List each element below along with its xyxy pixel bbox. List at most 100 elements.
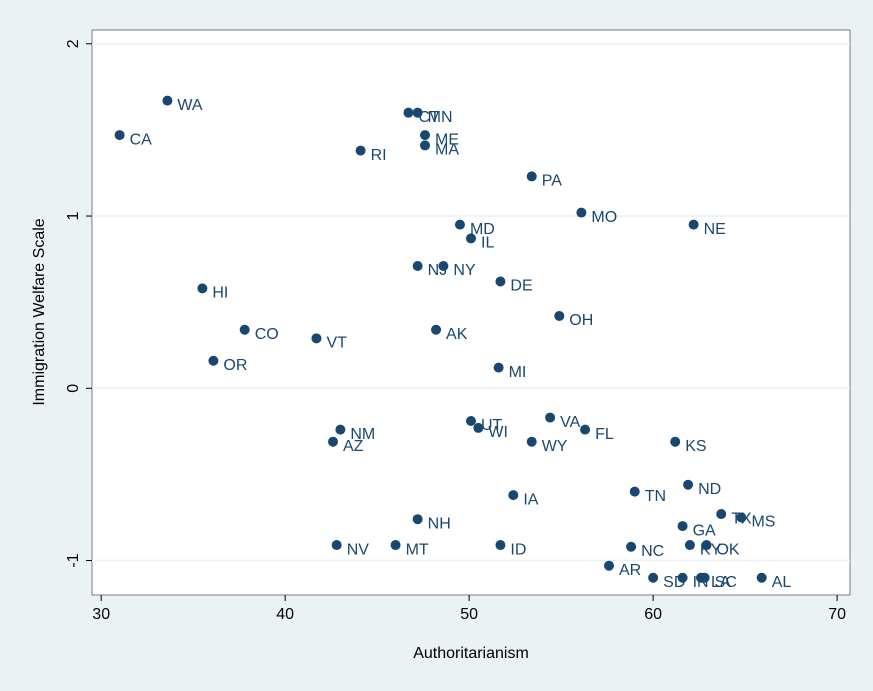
point xyxy=(629,486,640,497)
point xyxy=(335,424,346,435)
point xyxy=(466,233,476,244)
point-label: MS xyxy=(751,514,775,531)
point xyxy=(412,107,423,118)
point xyxy=(454,219,465,230)
point xyxy=(197,283,208,294)
point xyxy=(420,140,431,151)
point xyxy=(545,412,556,423)
point-label: WY xyxy=(542,438,568,455)
point-label: AK xyxy=(446,326,468,343)
point xyxy=(493,362,504,373)
x-tick-label: 40 xyxy=(276,606,294,623)
point-label: MN xyxy=(428,109,453,126)
point-label: VA xyxy=(560,414,580,431)
point xyxy=(670,436,681,447)
point xyxy=(162,95,173,106)
x-tick-label: 50 xyxy=(460,606,478,623)
point-label: AZ xyxy=(343,438,364,455)
y-tick-label: -1 xyxy=(65,553,82,567)
point-label: WI xyxy=(488,424,508,441)
point xyxy=(554,310,565,321)
point-label: IL xyxy=(481,235,494,252)
y-tick-label: 2 xyxy=(65,39,82,48)
point-label: NM xyxy=(350,426,375,443)
point xyxy=(403,107,414,118)
point-label: RI xyxy=(371,147,387,164)
point-label: FL xyxy=(595,426,614,443)
x-tick-label: 30 xyxy=(92,606,110,623)
point-label: MT xyxy=(406,541,429,558)
y-tick-label: 1 xyxy=(65,211,82,220)
point xyxy=(412,260,423,271)
point-label: MD xyxy=(470,221,495,238)
point-label: CT xyxy=(418,109,440,126)
point xyxy=(756,572,767,583)
point xyxy=(626,541,637,552)
y-axis-label: Immigration Welfare Scale xyxy=(31,218,48,405)
point xyxy=(677,572,688,583)
point xyxy=(736,512,747,523)
point-label: NH xyxy=(428,515,451,532)
point xyxy=(431,324,442,335)
point-label: NY xyxy=(453,262,476,279)
point xyxy=(311,333,322,344)
point-label: DE xyxy=(510,278,532,295)
point xyxy=(508,490,519,501)
point xyxy=(526,171,537,182)
point xyxy=(526,436,537,447)
point xyxy=(355,145,366,156)
point-label: TN xyxy=(645,488,666,505)
point xyxy=(438,260,449,271)
point xyxy=(683,479,694,490)
point xyxy=(328,436,339,447)
point-label: VT xyxy=(326,335,347,352)
point-label: AL xyxy=(772,574,792,591)
point xyxy=(716,509,727,520)
point-label: ME xyxy=(435,131,459,148)
point-label: HI xyxy=(212,285,228,302)
point xyxy=(473,422,484,433)
point-label: CA xyxy=(130,131,153,148)
point xyxy=(701,540,712,551)
point-label: MA xyxy=(435,142,459,159)
point xyxy=(495,540,506,551)
point xyxy=(688,219,699,230)
point xyxy=(576,207,587,218)
point-label: OK xyxy=(716,541,739,558)
point xyxy=(677,521,688,532)
point xyxy=(412,514,423,525)
point-label: LA xyxy=(711,574,731,591)
point xyxy=(466,416,476,427)
point-label: MO xyxy=(591,209,617,226)
point-label: AR xyxy=(619,562,641,579)
point xyxy=(648,572,659,583)
point-label: NC xyxy=(641,543,664,560)
point xyxy=(603,560,614,571)
y-tick-label: 0 xyxy=(65,384,82,393)
point-label: NE xyxy=(704,221,726,238)
point xyxy=(390,540,401,551)
point xyxy=(114,130,125,141)
x-tick-label: 60 xyxy=(644,606,662,623)
point xyxy=(684,540,695,551)
point-label: KS xyxy=(685,438,706,455)
point xyxy=(208,355,219,366)
point xyxy=(239,324,250,335)
point xyxy=(495,276,506,287)
point-label: ID xyxy=(510,541,526,558)
point xyxy=(420,130,431,141)
point-label: PA xyxy=(542,173,562,190)
point-label: UT xyxy=(481,417,503,434)
point-label: OR xyxy=(223,357,247,374)
point-label: ND xyxy=(698,481,721,498)
point xyxy=(331,540,342,551)
point xyxy=(580,424,591,435)
x-axis-label: Authoritarianism xyxy=(413,645,529,662)
point-label: CO xyxy=(255,326,279,343)
point-label: WA xyxy=(177,97,203,114)
point-label: MI xyxy=(509,364,527,381)
point-label: IA xyxy=(523,491,538,508)
x-tick-label: 70 xyxy=(828,606,846,623)
point-label: SC xyxy=(715,574,737,591)
